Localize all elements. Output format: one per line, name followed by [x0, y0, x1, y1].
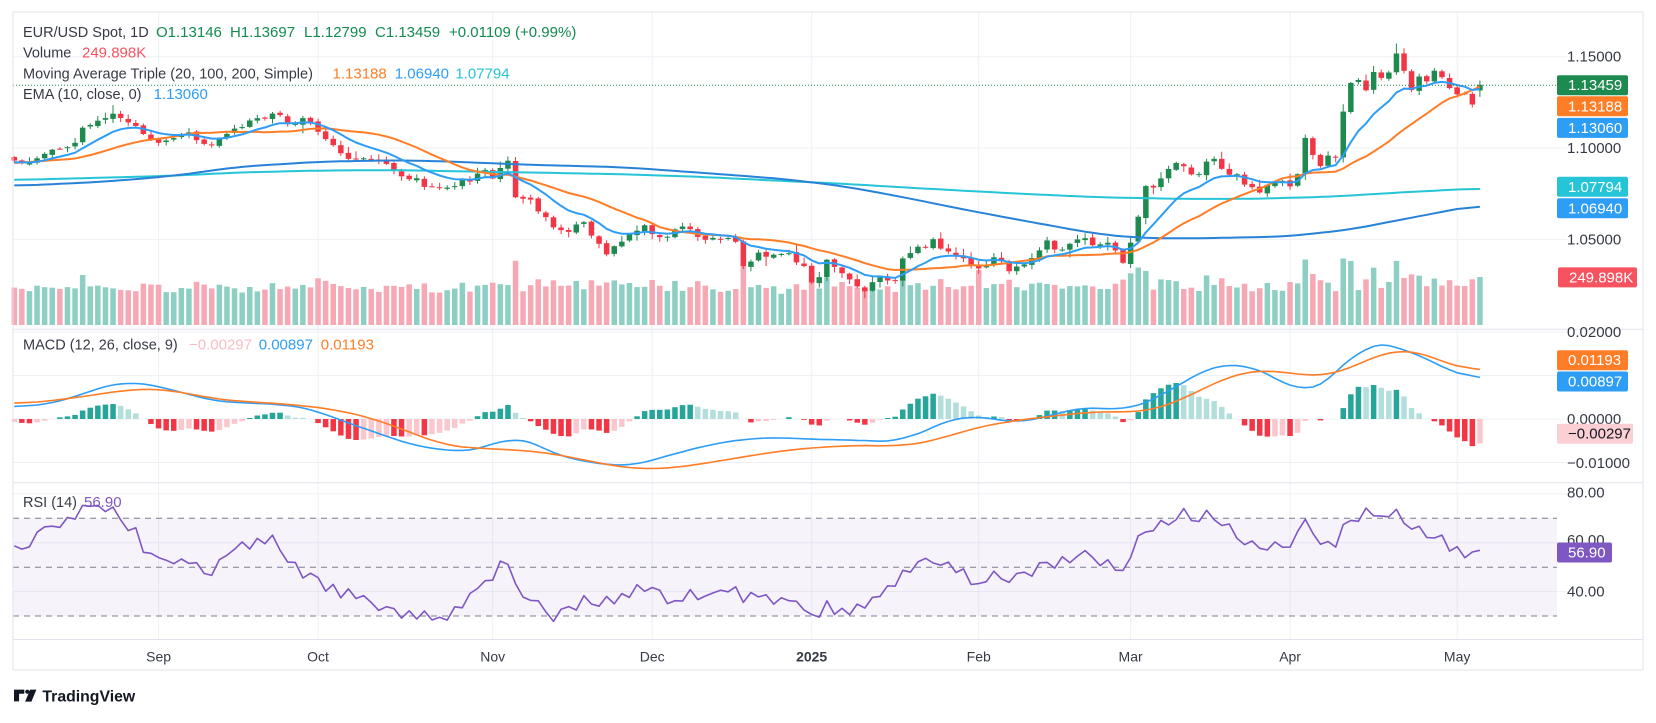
svg-text:1.07794: 1.07794 [1568, 179, 1622, 196]
svg-text:Apr: Apr [1279, 649, 1301, 665]
svg-text:TradingView: TradingView [42, 689, 135, 706]
svg-text:−0.00297: −0.00297 [1568, 426, 1631, 443]
svg-text:EMA (10, close, 0): EMA (10, close, 0) [23, 87, 141, 103]
svg-text:May: May [1444, 649, 1470, 665]
svg-text:0.01193: 0.01193 [321, 337, 374, 354]
svg-text:MACD (12, 26, close, 9): MACD (12, 26, close, 9) [23, 338, 178, 354]
svg-text:56.90: 56.90 [84, 494, 122, 511]
svg-text:Feb: Feb [967, 649, 991, 665]
svg-text:249.898K: 249.898K [82, 44, 146, 61]
svg-text:1.13060: 1.13060 [1568, 120, 1622, 137]
svg-text:+0.01109 (+0.99%): +0.01109 (+0.99%) [449, 24, 576, 41]
svg-text:1.13060: 1.13060 [154, 86, 208, 103]
svg-text:Volume: Volume [23, 45, 71, 61]
svg-text:0.00897: 0.00897 [1568, 374, 1622, 391]
svg-text:0.01193: 0.01193 [1568, 352, 1621, 369]
svg-text:H1.13697: H1.13697 [230, 24, 295, 41]
svg-text:1.13459: 1.13459 [1568, 77, 1622, 94]
svg-text:40.00: 40.00 [1567, 584, 1605, 601]
svg-text:1.10000: 1.10000 [1567, 140, 1621, 157]
svg-text:2025: 2025 [796, 649, 827, 665]
svg-text:Sep: Sep [146, 649, 171, 665]
svg-text:Oct: Oct [307, 649, 329, 665]
svg-text:0.02000: 0.02000 [1567, 324, 1621, 341]
svg-text:0.00897: 0.00897 [259, 337, 313, 354]
svg-text:1.13188: 1.13188 [333, 66, 387, 83]
svg-text:1.15000: 1.15000 [1567, 49, 1621, 66]
svg-text:−0.00297: −0.00297 [189, 337, 252, 354]
svg-text:C1.13459: C1.13459 [375, 24, 440, 41]
svg-text:1.06940: 1.06940 [1568, 200, 1622, 217]
svg-text:−0.01000: −0.01000 [1567, 455, 1630, 472]
svg-text:1.05000: 1.05000 [1567, 231, 1621, 248]
svg-text:56.90: 56.90 [1568, 545, 1606, 562]
svg-text:80.00: 80.00 [1567, 485, 1605, 502]
svg-text:Nov: Nov [480, 649, 505, 665]
svg-text:Moving Average Triple (20, 100: Moving Average Triple (20, 100, 200, Sim… [23, 67, 313, 83]
svg-text:1.13188: 1.13188 [1568, 98, 1622, 115]
svg-text:RSI (14): RSI (14) [23, 495, 77, 511]
svg-text:1.06940: 1.06940 [395, 66, 449, 83]
svg-text:Mar: Mar [1119, 649, 1143, 665]
svg-text:EUR/USD Spot, 1D: EUR/USD Spot, 1D [23, 25, 149, 41]
svg-text:Dec: Dec [640, 649, 665, 665]
svg-text:249.898K: 249.898K [1569, 269, 1633, 286]
svg-text:1.07794: 1.07794 [455, 66, 509, 83]
svg-text:L1.12799: L1.12799 [304, 24, 367, 41]
svg-text:O1.13146: O1.13146 [156, 24, 222, 41]
